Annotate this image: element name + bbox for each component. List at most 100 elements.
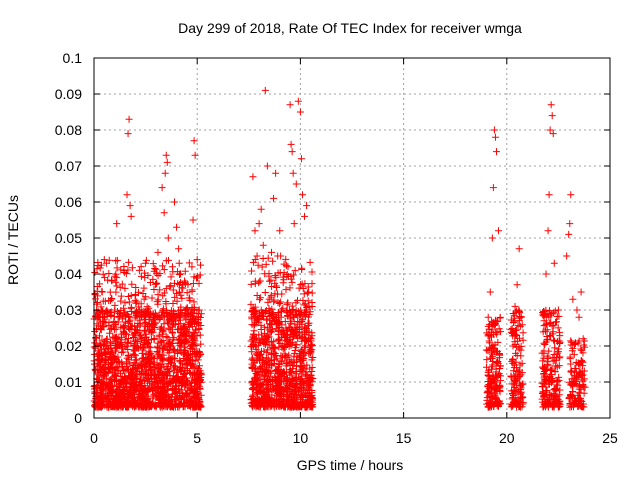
data-point bbox=[274, 252, 282, 260]
data-point bbox=[196, 385, 204, 393]
data-point bbox=[135, 266, 143, 274]
data-point bbox=[98, 382, 106, 390]
data-point bbox=[567, 360, 575, 368]
data-point bbox=[177, 303, 185, 311]
data-point bbox=[284, 299, 292, 307]
data-point bbox=[262, 354, 270, 362]
data-point bbox=[164, 365, 172, 373]
data-point bbox=[170, 198, 178, 206]
data-point bbox=[552, 318, 560, 326]
data-point bbox=[156, 367, 164, 375]
data-point bbox=[168, 263, 176, 271]
data-point bbox=[306, 349, 314, 357]
data-point bbox=[282, 384, 290, 392]
data-point bbox=[510, 367, 518, 375]
data-point bbox=[132, 284, 140, 292]
data-point bbox=[510, 314, 518, 322]
data-point bbox=[255, 402, 263, 410]
data-point bbox=[573, 306, 581, 314]
data-point bbox=[114, 313, 122, 321]
data-point bbox=[163, 158, 171, 166]
data-point bbox=[579, 335, 587, 343]
data-point bbox=[197, 371, 205, 379]
data-point bbox=[270, 353, 278, 361]
data-point bbox=[250, 400, 258, 408]
data-point bbox=[165, 380, 173, 388]
data-point bbox=[141, 319, 149, 327]
data-point bbox=[106, 329, 114, 337]
data-point bbox=[496, 362, 504, 370]
data-point bbox=[186, 318, 194, 326]
data-point bbox=[493, 373, 501, 381]
data-point bbox=[492, 395, 500, 403]
data-point bbox=[484, 387, 492, 395]
data-point bbox=[124, 130, 132, 138]
data-point bbox=[304, 313, 312, 321]
data-point bbox=[551, 356, 559, 364]
data-point bbox=[300, 379, 308, 387]
data-point bbox=[257, 321, 265, 329]
data-point bbox=[265, 272, 273, 280]
x-tick-label: 20 bbox=[499, 430, 515, 446]
data-point bbox=[113, 256, 121, 264]
data-point bbox=[279, 401, 287, 409]
data-point bbox=[509, 400, 517, 408]
data-point bbox=[508, 358, 516, 366]
data-point bbox=[153, 402, 161, 410]
data-point bbox=[149, 394, 157, 402]
data-point bbox=[251, 280, 259, 288]
data-point bbox=[292, 344, 300, 352]
data-point bbox=[131, 331, 139, 339]
data-point bbox=[248, 393, 256, 401]
data-point bbox=[290, 376, 298, 384]
data-point bbox=[147, 336, 155, 344]
data-point bbox=[160, 289, 168, 297]
y-tick-label: 0.05 bbox=[55, 230, 82, 246]
data-point bbox=[301, 212, 309, 220]
data-point bbox=[169, 329, 177, 337]
data-point bbox=[125, 115, 133, 123]
data-point bbox=[161, 387, 169, 395]
data-point bbox=[543, 320, 551, 328]
data-point bbox=[507, 328, 515, 336]
data-point bbox=[96, 357, 104, 365]
data-point bbox=[146, 310, 154, 318]
data-point bbox=[188, 312, 196, 320]
data-point bbox=[270, 194, 278, 202]
data-point bbox=[286, 101, 294, 109]
data-point bbox=[146, 344, 154, 352]
data-point bbox=[549, 328, 557, 336]
data-point bbox=[279, 304, 287, 312]
data-point bbox=[140, 312, 148, 320]
data-point bbox=[151, 361, 159, 369]
data-point bbox=[255, 279, 263, 287]
data-point bbox=[555, 391, 563, 399]
data-point bbox=[126, 202, 134, 210]
y-tick-label: 0 bbox=[74, 410, 82, 426]
data-point bbox=[249, 258, 257, 266]
data-point bbox=[140, 295, 148, 303]
data-point bbox=[131, 330, 139, 338]
data-point bbox=[545, 191, 553, 199]
data-point bbox=[297, 155, 305, 163]
data-point bbox=[264, 254, 272, 262]
data-point bbox=[179, 281, 187, 289]
data-point bbox=[262, 260, 270, 268]
data-point bbox=[292, 180, 300, 188]
data-point bbox=[263, 315, 271, 323]
data-point bbox=[170, 334, 178, 342]
data-point bbox=[121, 395, 129, 403]
data-point bbox=[267, 327, 275, 335]
data-point bbox=[482, 346, 490, 354]
data-point bbox=[308, 395, 316, 403]
data-point bbox=[121, 284, 129, 292]
data-point bbox=[569, 295, 577, 303]
data-point bbox=[103, 375, 111, 383]
data-point bbox=[570, 371, 578, 379]
data-point bbox=[177, 270, 185, 278]
data-point bbox=[249, 354, 257, 362]
data-point bbox=[563, 252, 571, 260]
data-point bbox=[576, 370, 584, 378]
data-point bbox=[286, 361, 294, 369]
data-point bbox=[286, 319, 294, 327]
